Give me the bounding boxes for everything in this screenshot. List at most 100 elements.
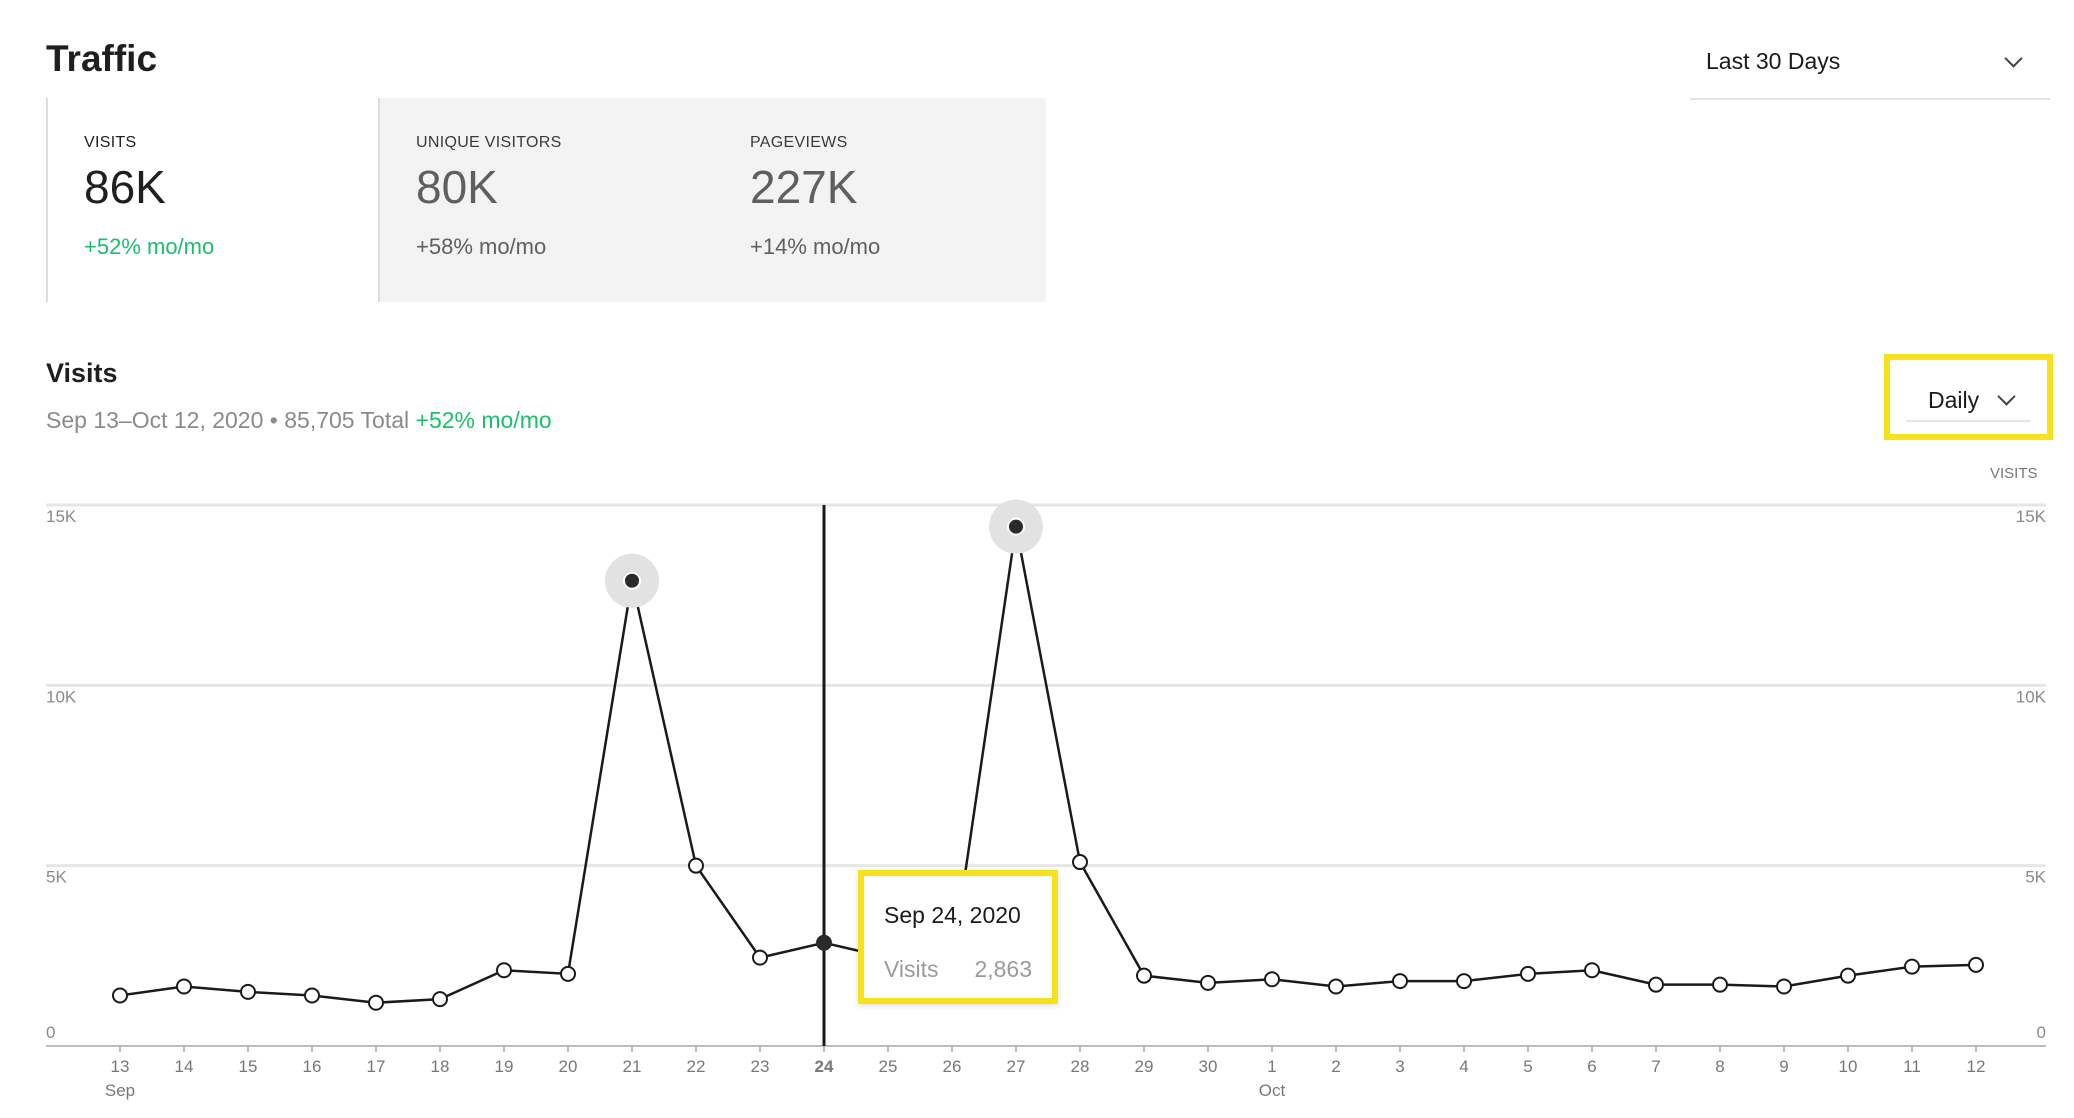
x-tick-label: 24 [815, 1057, 834, 1076]
data-point [176, 978, 192, 995]
x-tick-label: 25 [879, 1057, 898, 1076]
data-point [1584, 962, 1600, 979]
data-point [1264, 971, 1280, 988]
total-text: 85,705 Total [284, 407, 410, 433]
x-tick-label: 20 [559, 1057, 578, 1076]
data-point [1840, 967, 1856, 984]
y-tick-label-left: 0 [46, 1023, 55, 1042]
x-tick-label: 14 [175, 1057, 194, 1076]
y-tick-label-right: 15K [2016, 507, 2047, 526]
x-tick-label: 4 [1459, 1057, 1468, 1076]
stat-value: 86K [84, 161, 166, 213]
x-tick-label: 28 [1071, 1057, 1090, 1076]
data-point [1712, 976, 1728, 993]
x-tick-label: 8 [1715, 1057, 1724, 1076]
x-tick-label: 10 [1839, 1057, 1858, 1076]
x-tick-label: 30 [1199, 1057, 1218, 1076]
stat-change: +52% mo/mo [84, 234, 215, 259]
x-tick-label: 27 [1007, 1057, 1026, 1076]
x-tick-label: 18 [431, 1057, 450, 1076]
x-tick-label: 21 [623, 1057, 642, 1076]
section-title: Visits [46, 358, 118, 388]
series-layer [112, 499, 1984, 1046]
date-range-value: Last 30 Days [1706, 48, 1841, 74]
y-tick-label-right: 5K [2025, 868, 2046, 887]
data-point [1456, 973, 1472, 990]
data-point [496, 962, 512, 979]
x-tick-label: 29 [1135, 1057, 1154, 1076]
data-point [1072, 854, 1088, 871]
data-point [1648, 976, 1664, 993]
date-range-select[interactable]: Last 30 Days [1690, 38, 2050, 100]
x-month-label: Sep [105, 1081, 135, 1100]
x-tick-label: 13 [111, 1057, 130, 1076]
stat-value: 80K [416, 161, 498, 213]
x-tick-label: 23 [751, 1057, 770, 1076]
data-point [112, 987, 128, 1004]
stat-card-visits[interactable]: VISITS 86K +52% mo/mo [46, 98, 378, 302]
x-tick-label: 11 [1903, 1057, 1921, 1076]
interval-value: Daily [1928, 387, 1980, 413]
y-tick-label-left: 10K [46, 687, 77, 706]
y-tick-label-left: 5K [46, 868, 67, 887]
data-point [1520, 965, 1536, 982]
page-title: Traffic [46, 38, 158, 79]
x-tick-label: 22 [687, 1057, 706, 1076]
x-tick-label: 1 [1267, 1057, 1276, 1076]
stat-label: PAGEVIEWS [750, 134, 848, 151]
y-tick-label-right: 10K [2016, 687, 2047, 706]
data-point [432, 991, 448, 1008]
tooltip-date: Sep 24, 2020 [884, 902, 1021, 928]
data-point [1392, 973, 1408, 990]
data-point [1136, 967, 1152, 984]
y-tick-label-right: 0 [2037, 1023, 2046, 1042]
data-point [560, 965, 576, 982]
stat-group-secondary: UNIQUE VISITORS 80K +58% mo/mo PAGEVIEWS… [378, 98, 1046, 302]
data-point [1200, 974, 1216, 991]
select-underline [1906, 420, 2031, 422]
x-tick-label: 16 [303, 1057, 322, 1076]
y-axis-labels: 0 0 5K 5K 10K 10K 15K 15K [46, 507, 2047, 1042]
x-tick-label: 15 [239, 1057, 258, 1076]
stat-value: 227K [750, 161, 858, 213]
x-tick-label: 2 [1331, 1057, 1340, 1076]
x-tick-label: 17 [367, 1057, 386, 1076]
chart-subtitle: Sep 13–Oct 12, 2020 • 85,705 Total +52% … [46, 407, 552, 434]
tooltip-value: 2,863 [974, 956, 1032, 982]
data-point [1776, 978, 1792, 995]
data-point-peak [623, 571, 641, 590]
data-point [752, 949, 768, 966]
y-tick-label-left: 15K [46, 507, 77, 526]
x-tick-label: 5 [1523, 1057, 1532, 1076]
x-tick-label: 7 [1651, 1057, 1660, 1076]
data-point [1328, 978, 1344, 995]
y-axis-title: VISITS [1990, 465, 2038, 482]
x-tick-label: 6 [1587, 1057, 1596, 1076]
chart-tooltip: Sep 24, 2020 Visits 2,863 [858, 870, 1058, 1004]
data-point [1968, 956, 1984, 973]
x-tick-label: 3 [1395, 1057, 1404, 1076]
data-point [240, 983, 256, 1000]
x-month-label: Oct [1259, 1081, 1286, 1100]
data-point [1904, 958, 1920, 975]
change-text: +52% mo/mo [415, 407, 552, 433]
data-point [688, 857, 704, 874]
stat-label: UNIQUE VISITORS [416, 134, 562, 151]
data-point [368, 994, 384, 1011]
data-point [304, 987, 320, 1004]
x-tick-label: 9 [1779, 1057, 1788, 1076]
x-tick-label: 26 [943, 1057, 962, 1076]
separator: • [269, 407, 278, 433]
stat-change: +58% mo/mo [416, 234, 547, 259]
data-point-peak [1007, 517, 1025, 536]
x-tick-label: 19 [495, 1057, 514, 1076]
interval-select[interactable]: Daily [1884, 354, 2053, 440]
series-line [119, 526, 1977, 1004]
stat-label: VISITS [84, 134, 137, 151]
tooltip-series: Visits [884, 956, 939, 982]
x-axis-labels: 13 14 15 16 17 18 19 20 21 22 23 24 25 26 27 28 29 30 1 2 3 4… [105, 1046, 1985, 1100]
data-point-active [816, 934, 832, 951]
stats-panel: VISITS 86K +52% mo/mo UNIQUE VISITORS 80… [46, 98, 1046, 302]
date-range-text: Sep 13–Oct 12, 2020 [46, 407, 264, 433]
